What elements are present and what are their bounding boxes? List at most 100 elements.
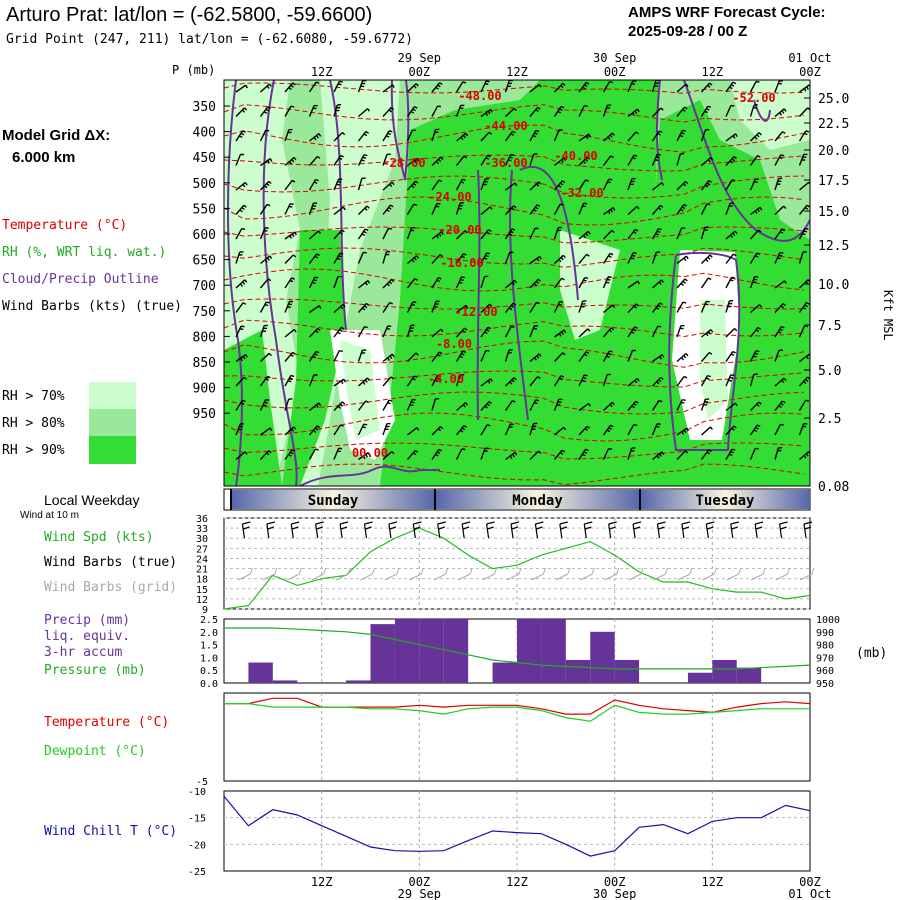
top-hour-label: 00Z — [408, 65, 430, 79]
rh90-region-b — [224, 330, 282, 486]
wind-barb — [774, 326, 785, 338]
wind-barb — [235, 251, 244, 264]
top-hour-label: 12Z — [701, 65, 723, 79]
temperature-contour-label: -16.00 — [440, 256, 483, 270]
wind-barb — [357, 228, 369, 240]
wind-barb — [333, 252, 344, 264]
wind-barb-10m — [485, 521, 495, 539]
height-axis-title: Kft MSL — [881, 290, 895, 341]
wind-barb — [774, 251, 784, 264]
wind-barb — [627, 400, 639, 411]
wind-barb — [431, 374, 441, 387]
wind-barb — [725, 104, 735, 117]
temperature-contour-label: -36.00 — [484, 156, 527, 170]
wind-barb — [504, 205, 517, 215]
wind-barb — [407, 83, 419, 93]
wind-barb-10m — [656, 521, 666, 539]
wind-barb — [431, 426, 444, 436]
pressure-ytick-label: 980 — [816, 641, 834, 652]
wind-barb-grid — [702, 567, 717, 581]
wind-barb — [627, 205, 640, 216]
wind-speed-line — [223, 527, 811, 610]
wind-barb — [529, 181, 542, 191]
wind-barb — [529, 278, 542, 289]
precip-bar — [370, 624, 395, 683]
wind-barb — [700, 398, 710, 411]
model-grid-label: Model Grid ΔX: — [2, 127, 111, 144]
wind-barb — [627, 349, 637, 362]
wind-barb — [357, 251, 367, 264]
weekday-band-segment — [435, 490, 640, 509]
wind-barb — [284, 105, 295, 117]
wind-barb — [480, 178, 489, 191]
pressure-tick-label: 750 — [193, 305, 216, 320]
wind-barb-grid — [360, 567, 375, 581]
wind-barb — [456, 132, 469, 142]
wind-barb — [406, 449, 419, 460]
wind-barb — [602, 350, 613, 362]
wind-barb — [505, 107, 517, 118]
wind-barb — [235, 227, 246, 240]
wind-barb — [382, 325, 392, 338]
wind-barb — [774, 177, 783, 191]
wind-barb — [455, 178, 466, 191]
wind-barb — [651, 153, 661, 166]
wind-barb-grid — [287, 567, 302, 581]
wind-barb-grid — [799, 567, 815, 581]
legend-wind-chill: Wind Chill T (°C) — [44, 824, 178, 839]
wind-barb-grid — [311, 567, 327, 581]
cloud-outline-4 — [329, 80, 347, 331]
wind-barb — [749, 447, 759, 460]
pressure-line — [224, 627, 811, 670]
wind-barb — [529, 353, 542, 363]
rh80-swatch — [89, 409, 136, 436]
wind-barb — [480, 229, 492, 240]
wind-barb — [407, 157, 420, 167]
wind-barb — [750, 132, 762, 142]
wind-barb — [480, 326, 492, 338]
wind-barb — [578, 253, 590, 264]
cloud-outline-7 — [509, 169, 529, 421]
wind-barb — [308, 253, 320, 264]
wind-barb — [505, 377, 517, 387]
legend-cloud-outline: Cloud/Precip Outline — [2, 272, 159, 287]
top-date-label: 30 Sep — [593, 51, 636, 65]
temperature-contour-label: -8.00 — [436, 337, 472, 351]
wind-barb — [308, 81, 320, 93]
wind-barb — [308, 425, 321, 436]
wind-barb — [406, 301, 417, 313]
wind-barb — [749, 252, 761, 264]
wind-barb — [603, 132, 615, 142]
wind-barb — [357, 423, 368, 436]
wind-barb — [603, 304, 616, 314]
wind-barb — [309, 305, 322, 314]
wind-barb — [235, 451, 248, 461]
wind-barb — [235, 130, 246, 142]
wind-barb — [431, 105, 442, 117]
rh70-region-d — [340, 340, 380, 440]
precip-bar — [614, 659, 640, 683]
temperature-contour-label: 00.00 — [352, 446, 388, 460]
legend-3hr-accum: 3-hr accum — [44, 645, 123, 660]
wind-barb — [259, 375, 271, 387]
wind-barb-grid — [506, 567, 522, 581]
wind-barb — [456, 304, 469, 314]
wind-barb — [480, 108, 493, 118]
wind-barb — [505, 182, 518, 191]
wind-barb — [308, 276, 319, 289]
wind-barb — [676, 324, 685, 338]
wind-barb — [774, 154, 785, 166]
wind-barb — [431, 448, 442, 460]
wind-ytick-label: 21 — [196, 565, 208, 576]
pressure-tick-label: 650 — [193, 254, 216, 269]
wind-barb — [798, 204, 810, 215]
wind-barb — [431, 300, 440, 313]
wind-barb — [529, 325, 538, 338]
wind-barb — [235, 353, 248, 363]
rh70-region-e — [560, 230, 620, 340]
rh90-region-c — [380, 110, 478, 486]
cloud-outline-1 — [227, 80, 243, 486]
wind-barb — [725, 350, 736, 362]
wind-barb-grid — [775, 567, 791, 581]
wind-barb-10m — [559, 521, 568, 539]
